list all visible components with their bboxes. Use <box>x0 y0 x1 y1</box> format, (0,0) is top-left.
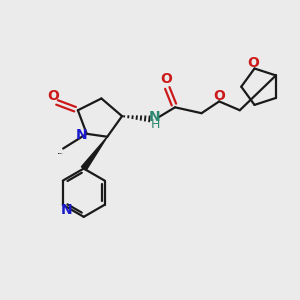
Text: O: O <box>247 56 259 70</box>
Text: methyl: methyl <box>58 153 63 154</box>
Text: H: H <box>150 118 160 131</box>
Text: N: N <box>149 110 161 124</box>
Text: O: O <box>213 88 225 103</box>
Text: N: N <box>61 203 72 217</box>
Text: O: O <box>160 72 172 86</box>
Polygon shape <box>81 137 107 170</box>
Text: O: O <box>47 89 59 103</box>
Text: N: N <box>76 128 87 142</box>
